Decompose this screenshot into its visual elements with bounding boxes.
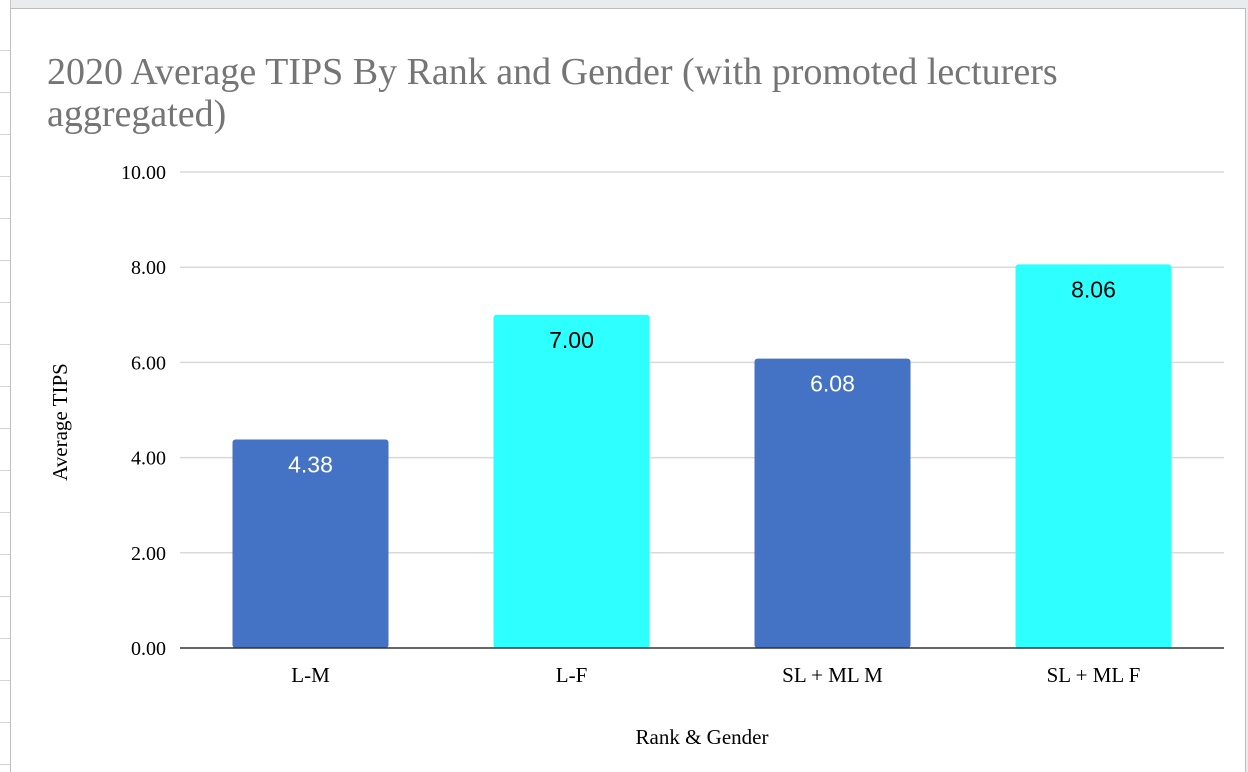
bar [1015, 264, 1172, 648]
sheet-row-divider [0, 512, 10, 513]
y-axis-title: Average TIPS [48, 363, 72, 481]
y-tick-label: 4.00 [131, 448, 166, 470]
sheet-row-divider [0, 554, 10, 555]
sheet-row-divider [0, 596, 10, 597]
x-category-label: SL + ML F [1047, 663, 1141, 687]
y-tick-label: 10.00 [121, 162, 166, 184]
sheet-row-divider [0, 764, 10, 765]
sheet-row-divider [0, 134, 10, 135]
sheet-row-divider [0, 470, 10, 471]
sheet-row-divider [0, 344, 10, 345]
sheet-row-divider [0, 428, 10, 429]
x-category-label: L-F [556, 663, 588, 687]
sheet-row-divider [0, 302, 10, 303]
y-tick-label: 2.00 [131, 543, 166, 565]
sheet-row-divider [0, 218, 10, 219]
x-axis-categories: L-M L-F SL + ML M SL + ML F [291, 663, 1140, 687]
bar [232, 439, 389, 648]
sheet-row-divider [0, 638, 10, 639]
chart-title: 2020 Average TIPS By Rank and Gender (wi… [47, 51, 1058, 135]
bar-data-label: 8.06 [1071, 276, 1116, 302]
bar-data-label: 4.38 [288, 452, 333, 478]
bars: 4.38 7.00 6.08 8.06 [232, 264, 1172, 648]
y-tick-label: 0.00 [131, 638, 166, 660]
x-category-label: SL + ML M [782, 663, 883, 687]
sheet-row-divider [0, 92, 10, 93]
x-axis-title: Rank & Gender [636, 725, 769, 749]
sheet-row-divider [0, 680, 10, 681]
bar-data-label: 6.08 [810, 371, 855, 397]
y-axis-ticks: 0.00 2.00 4.00 6.00 8.00 10.00 [121, 162, 166, 660]
sheet-row-divider [0, 176, 10, 177]
bar [493, 314, 650, 648]
sheet-row-divider [0, 722, 10, 723]
x-category-label: L-M [291, 663, 330, 687]
sheet-row-divider [0, 260, 10, 261]
y-tick-label: 6.00 [131, 352, 166, 374]
y-tick-label: 8.00 [131, 257, 166, 279]
sheet-row-divider [0, 386, 10, 387]
bar-data-label: 7.00 [549, 327, 594, 353]
bar [754, 358, 911, 648]
sheet-row-divider [0, 50, 10, 51]
